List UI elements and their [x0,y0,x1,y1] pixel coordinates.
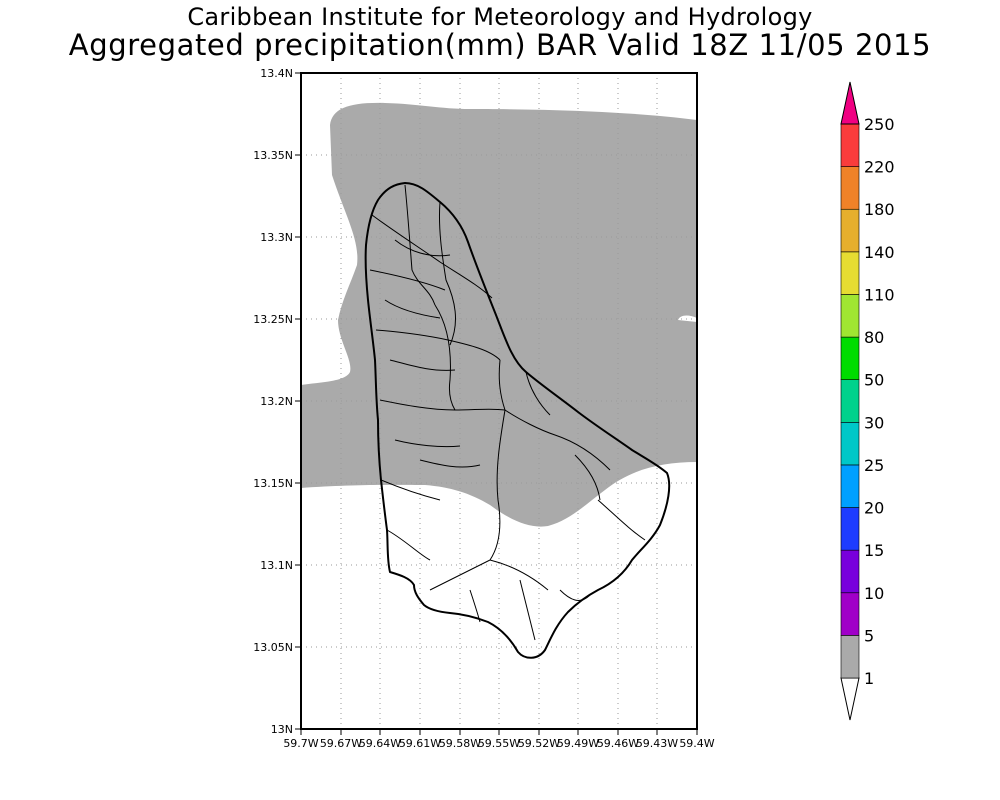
y-tick-label: 13.25N [253,313,293,326]
colorbar-swatch [840,123,860,167]
colorbar-level-label: 140 [864,243,895,262]
x-tick-label: 59.52W [518,737,560,750]
y-tick-label: 13.35N [253,149,293,162]
colorbar-level-label: 20 [864,499,884,518]
colorbar-level-label: 5 [864,626,874,645]
colorbar-level-label: 250 [864,115,895,134]
colorbar-level-label: 10 [864,584,884,603]
colorbar-level-label: 110 [864,285,895,304]
x-tick-label: 59.58W [439,737,481,750]
colorbar-level-label: 30 [864,413,884,432]
y-axis [295,72,301,730]
x-tick-label: 59.7W [283,737,318,750]
colorbar-level-label: 220 [864,158,895,177]
x-tick-label: 59.46W [597,737,639,750]
y-tick-label: 13.15N [253,477,293,490]
colorbar-swatch [840,635,860,679]
precip-area-1-5mm [301,102,697,527]
colorbar-level-label: 180 [864,200,895,219]
x-tick-label: 59.49W [557,737,599,750]
colorbar-level-label: 25 [864,456,884,475]
y-tick-labels: 13.4N 13.35N 13.3N 13.25N 13.2N 13.15N 1… [253,67,293,736]
colorbar-swatch [840,294,860,338]
colorbar-level-label: 50 [864,371,884,390]
x-tick-label: 59.43W [636,737,678,750]
x-tick-label: 59.64W [359,737,401,750]
x-tick-label: 59.4W [679,737,714,750]
y-tick-label: 13N [271,723,293,736]
catchment-boundaries [369,184,646,641]
y-tick-label: 13.1N [260,559,293,572]
colorbar-swatch [840,208,860,253]
colorbar-swatch [840,336,860,380]
colorbar-top-triangle [840,81,860,125]
x-tick-label: 59.61W [399,737,441,750]
colorbar-swatch [840,592,860,636]
institute-title: Caribbean Institute for Meteorology and … [187,3,813,31]
barbados-island-outline [364,182,671,659]
colorbar-level-label: 1 [864,669,874,688]
colorbar-swatch [840,507,860,551]
x-axis [300,729,698,735]
grid-lines [301,73,697,729]
y-tick-label: 13.4N [260,67,293,80]
colorbar-swatch [840,379,860,423]
colorbar-level-label: 80 [864,328,884,347]
y-tick-label: 13.05N [253,641,293,654]
x-tick-label: 59.67W [320,737,362,750]
colorbar-bottom-triangle [840,677,860,721]
x-tick-label: 59.55W [478,737,520,750]
colorbar-swatch [840,251,860,295]
map-title: Aggregated precipitation(mm) BAR Valid 1… [68,28,932,62]
colorbar-level-label: 15 [864,541,884,560]
colorbar-swatch [840,422,860,466]
x-tick-labels: 59.7W 59.67W 59.64W 59.61W 59.58W 59.55W… [283,737,714,750]
colorbar-swatch [840,549,860,594]
y-tick-label: 13.2N [260,395,293,408]
colorbar-swatch [840,464,860,508]
y-tick-label: 13.3N [260,231,293,244]
map-panel [300,72,698,730]
colorbar-swatch [840,166,860,210]
